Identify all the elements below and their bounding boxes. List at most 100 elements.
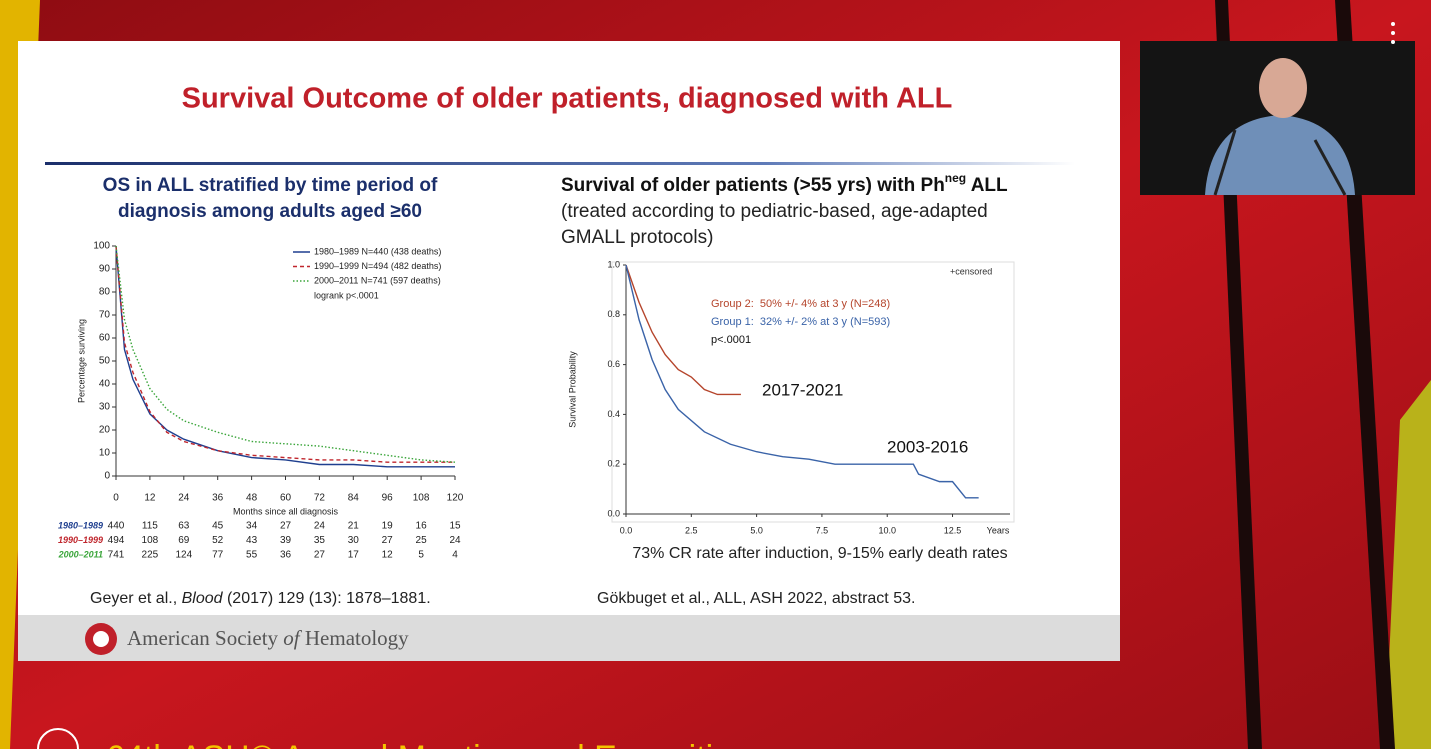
right-heading-suffix: ALL bbox=[966, 175, 1008, 196]
slide-footer-band bbox=[18, 615, 1120, 661]
right-heading: Survival of older patients (>55 yrs) wit… bbox=[561, 171, 1008, 196]
risk-count: 55 bbox=[246, 550, 258, 561]
y-tick-label: 10 bbox=[99, 448, 111, 459]
right-heading-text: Survival of older patients (>55 yrs) wit… bbox=[561, 175, 945, 196]
y-tick-label: 30 bbox=[99, 402, 111, 413]
banner-logo bbox=[37, 728, 79, 749]
risk-count: 63 bbox=[178, 521, 190, 532]
risk-row-label: 1980–1989 bbox=[58, 520, 103, 530]
risk-count: 35 bbox=[314, 535, 326, 546]
risk-count: 16 bbox=[416, 521, 428, 532]
y-tick-label: 0.8 bbox=[607, 309, 620, 319]
menu-dot[interactable] bbox=[1391, 22, 1395, 26]
x-tick-label: 36 bbox=[212, 493, 224, 504]
risk-count: 19 bbox=[382, 521, 394, 532]
annotation: +censored bbox=[950, 266, 992, 276]
chart-frame bbox=[611, 261, 1015, 523]
x-tick-label: 0.0 bbox=[620, 525, 633, 535]
y-tick-label: 100 bbox=[93, 241, 110, 252]
risk-count: 25 bbox=[416, 535, 428, 546]
right-note: 73% CR rate after induction, 9-15% early… bbox=[632, 545, 1007, 562]
citation-details: (2017) 129 (13): 1878–1881. bbox=[223, 590, 431, 607]
presenter-body bbox=[1205, 115, 1355, 195]
ash-logo-inner bbox=[93, 631, 109, 647]
legend-label: Group 1: 32% +/- 2% at 3 y (N=593) bbox=[711, 316, 890, 328]
y-tick-label: 0.0 bbox=[607, 508, 620, 518]
risk-count: 39 bbox=[280, 535, 292, 546]
left-citation: Geyer et al., Blood (2017) 129 (13): 187… bbox=[90, 590, 431, 607]
right-heading-sup: neg bbox=[945, 171, 966, 185]
right-citation: Gökbuget et al., ALL, ASH 2022, abstract… bbox=[597, 590, 915, 607]
menu-dot[interactable] bbox=[1391, 40, 1395, 44]
risk-count: 4 bbox=[452, 550, 458, 561]
survival-curve bbox=[625, 264, 979, 499]
y-tick-label: 90 bbox=[99, 264, 111, 275]
risk-count: 5 bbox=[418, 550, 424, 561]
x-tick-label: 48 bbox=[246, 493, 258, 504]
risk-count: 77 bbox=[212, 550, 224, 561]
x-tick-label: 60 bbox=[280, 493, 292, 504]
x-tick-label: 96 bbox=[382, 493, 394, 504]
risk-count: 27 bbox=[280, 521, 292, 532]
y-tick-label: 40 bbox=[99, 379, 111, 390]
survival-curve bbox=[115, 245, 455, 468]
y-axis-label: Percentage surviving bbox=[76, 319, 86, 403]
y-tick-label: 0 bbox=[104, 471, 110, 482]
y-tick-label: 80 bbox=[99, 287, 111, 298]
survival-curve bbox=[625, 264, 741, 396]
survival-curve bbox=[115, 245, 455, 463]
annotation: 2017-2021 bbox=[762, 380, 843, 399]
citation-authors: Geyer et al., bbox=[90, 590, 182, 607]
footer-italic: of bbox=[283, 626, 303, 650]
decor-stripe bbox=[1385, 380, 1431, 749]
footer-post: Hematology bbox=[300, 626, 410, 650]
x-tick-label: 0 bbox=[113, 493, 119, 504]
risk-count: 24 bbox=[314, 521, 326, 532]
right-subheading: GMALL protocols) bbox=[561, 227, 713, 248]
risk-count: 27 bbox=[382, 535, 394, 546]
presenter-head bbox=[1259, 58, 1307, 118]
microphone bbox=[1313, 139, 1347, 196]
risk-count: 27 bbox=[314, 550, 326, 561]
risk-count: 24 bbox=[449, 535, 461, 546]
risk-count: 440 bbox=[108, 521, 125, 532]
title-rule bbox=[45, 162, 1075, 165]
legend-label: 1990–1999 N=494 (482 deaths) bbox=[314, 261, 441, 271]
risk-count: 45 bbox=[212, 521, 224, 532]
y-tick-label: 0.6 bbox=[607, 359, 620, 369]
risk-count: 741 bbox=[108, 550, 125, 561]
x-tick-label: 108 bbox=[413, 493, 430, 504]
banner-text: 64th ASH® Annual Meeting and Exposition bbox=[106, 739, 751, 749]
risk-count: 34 bbox=[246, 521, 258, 532]
risk-count: 69 bbox=[178, 535, 190, 546]
risk-row-label: 2000–2011 bbox=[58, 549, 103, 559]
x-tick-label: 12.5 bbox=[944, 525, 962, 535]
risk-count: 12 bbox=[382, 550, 394, 561]
slide bbox=[18, 41, 1120, 661]
slide-title: Survival Outcome of older patients, diag… bbox=[182, 83, 953, 115]
x-tick-label: 12 bbox=[144, 493, 156, 504]
risk-count: 30 bbox=[348, 535, 360, 546]
risk-count: 21 bbox=[348, 521, 360, 532]
x-axis-label: Years bbox=[987, 525, 1010, 535]
annotation: p<.0001 bbox=[711, 334, 751, 346]
risk-count: 36 bbox=[280, 550, 292, 561]
x-tick-label: 10.0 bbox=[878, 525, 896, 535]
legend-label: 1980–1989 N=440 (438 deaths) bbox=[314, 246, 441, 256]
footer-pre: American Society bbox=[127, 626, 283, 650]
risk-count: 43 bbox=[246, 535, 258, 546]
legend-label: Group 2: 50% +/- 4% at 3 y (N=248) bbox=[711, 298, 890, 310]
risk-row-label: 1990–1999 bbox=[58, 535, 103, 545]
survival-curve bbox=[115, 245, 456, 463]
risk-count: 15 bbox=[449, 521, 461, 532]
x-tick-label: 7.5 bbox=[816, 525, 829, 535]
y-tick-label: 0.4 bbox=[607, 409, 620, 419]
y-tick-label: 50 bbox=[99, 356, 111, 367]
left-heading: diagnosis among adults aged ≥60 bbox=[118, 201, 422, 222]
x-tick-label: 72 bbox=[314, 493, 326, 504]
annotation: logrank p<.0001 bbox=[314, 290, 379, 300]
risk-count: 115 bbox=[142, 521, 158, 532]
menu-dot[interactable] bbox=[1391, 31, 1395, 35]
